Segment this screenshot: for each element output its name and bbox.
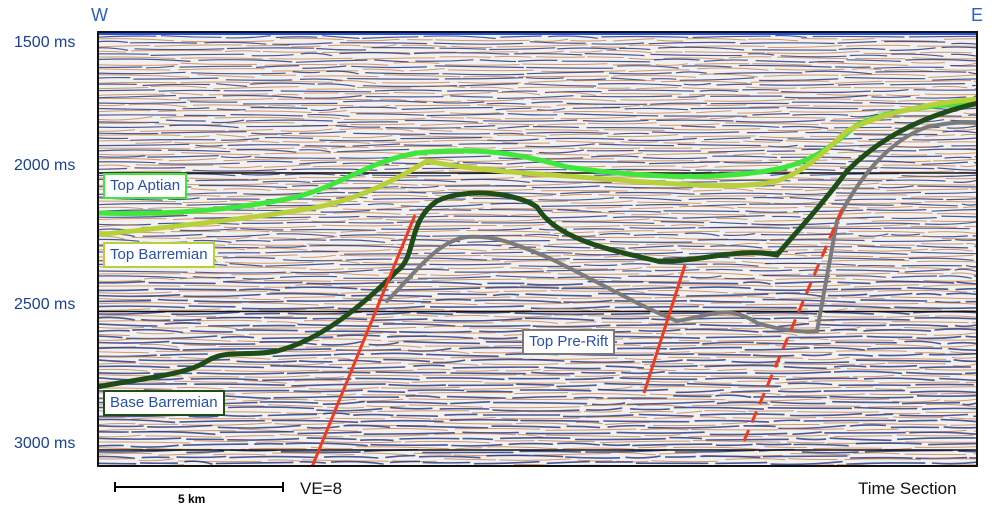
scale-bar-label: 5 km <box>178 492 206 506</box>
horizon-lines <box>97 96 978 390</box>
reflector-line <box>97 442 978 448</box>
west-label: W <box>91 5 108 25</box>
scale-bar <box>114 480 284 494</box>
reflector-line <box>97 40 978 45</box>
fault-lines <box>310 206 845 467</box>
reflector-line <box>97 89 978 94</box>
east-label: E <box>971 5 984 25</box>
reflector-line <box>97 85 978 90</box>
reflector-line <box>97 133 978 139</box>
reflector-line <box>97 418 978 424</box>
reflector-line <box>97 433 978 438</box>
reflector-line <box>97 94 978 99</box>
reflector-line <box>97 61 978 67</box>
reflector-line <box>97 145 978 150</box>
reflector-line <box>97 412 978 418</box>
reflector-line <box>97 124 978 129</box>
reflector-line <box>97 100 978 106</box>
reflector-line <box>97 91 978 97</box>
horizon-label-top-barremian: Top Barremian <box>103 242 215 268</box>
reflector-line <box>97 277 978 282</box>
fault-line-1 <box>310 214 417 467</box>
reflector-line <box>97 49 978 55</box>
reflector-line <box>97 289 978 294</box>
seismic-section <box>97 31 978 467</box>
reflector-line <box>97 109 978 115</box>
reflector-line <box>97 358 978 364</box>
reflector-line <box>97 34 978 40</box>
reflector-line <box>97 70 978 76</box>
reflector-line <box>97 115 978 121</box>
reflector-line <box>97 424 978 430</box>
horizon-label-top-aptian: Top Aptian <box>103 173 188 199</box>
reflector-line <box>97 55 978 60</box>
horizon-line-top-barremian <box>97 96 978 238</box>
reflector-line <box>97 364 978 370</box>
reflector-line <box>97 382 974 388</box>
reflector-line <box>97 280 978 286</box>
reflector-line <box>97 272 978 276</box>
reflector-line <box>97 319 978 324</box>
reflector-line <box>97 376 978 382</box>
fault-line-2 <box>642 264 687 394</box>
vertical-exaggeration-label: VE=8 <box>300 479 343 498</box>
reflector-line <box>97 67 978 73</box>
reflector-line <box>97 416 978 420</box>
reflector-line <box>97 196 978 202</box>
time-label-1500: 1500 ms <box>14 34 76 51</box>
time-label-2500: 2500 ms <box>14 296 76 313</box>
reflector-line <box>97 79 978 84</box>
horizon-label-base-barremian: Base Barremian <box>103 390 225 416</box>
reflector-line <box>97 430 978 436</box>
time-label-3000: 3000 ms <box>14 435 76 452</box>
reflector-line <box>97 436 976 442</box>
reflector-line <box>97 374 978 379</box>
time-label-2000: 2000 ms <box>14 157 76 174</box>
reflector-line <box>97 302 978 306</box>
reflector-line <box>97 97 978 103</box>
reflector-line <box>97 76 978 82</box>
reflector-line <box>97 139 978 144</box>
section-type-label: Time Section <box>858 479 957 498</box>
reflector-line <box>97 356 978 361</box>
fault-line-3 <box>742 206 845 442</box>
reflector-line <box>97 151 978 156</box>
panel-frame <box>97 31 978 467</box>
reflector-line <box>97 64 978 69</box>
reflector-line <box>97 46 978 51</box>
reflector-line <box>97 52 977 58</box>
reflector-line <box>97 58 978 63</box>
reflector-line <box>97 44 978 48</box>
horizon-label-top-pre-rift: Top Pre-Rift <box>522 329 616 355</box>
reflector-line <box>97 82 978 88</box>
reflector-line <box>97 113 978 118</box>
reflector-line <box>97 421 978 427</box>
horizon-line-top-pre-rift <box>385 120 978 334</box>
horizon-line-base-barremian <box>97 100 978 390</box>
reflector-line <box>97 460 978 466</box>
reflector-line <box>97 73 978 78</box>
